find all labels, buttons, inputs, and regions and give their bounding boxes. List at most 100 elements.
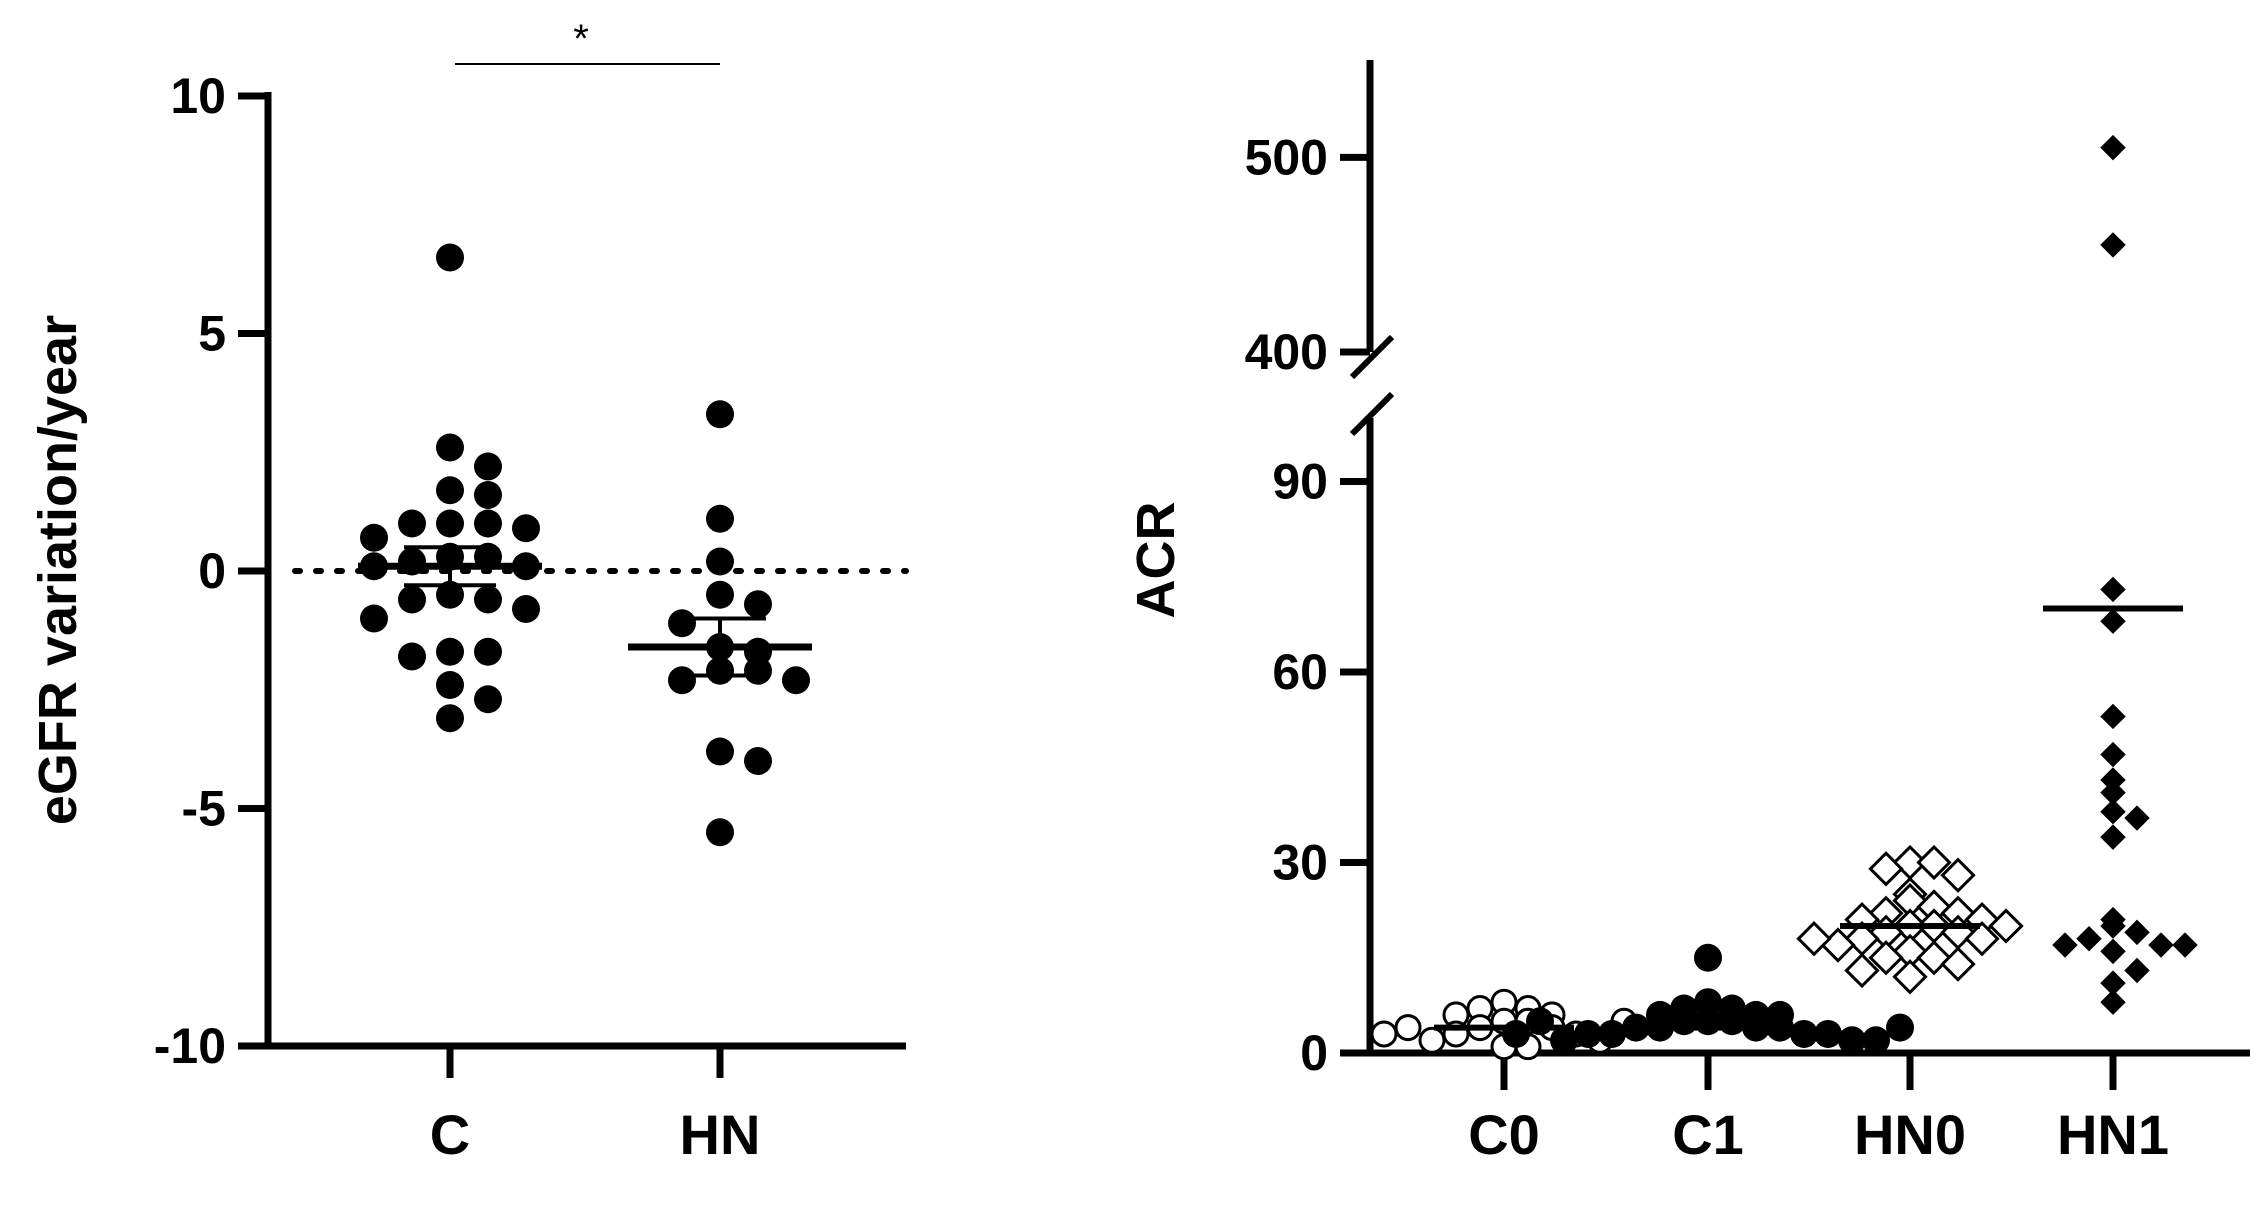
egfr-point [436, 637, 464, 666]
acr-y-tick-label: 90 [1272, 454, 1328, 510]
acr-point [1670, 1007, 1698, 1036]
egfr-point [744, 747, 772, 775]
acr-point [1796, 921, 1832, 957]
egfr-point [436, 243, 464, 272]
acr-y-tick-label: 500 [1245, 129, 1328, 185]
egfr-point [474, 637, 502, 666]
egfr-point [436, 509, 464, 538]
acr-y-tick-label: 400 [1245, 324, 1328, 380]
acr-point [1886, 1013, 1914, 1042]
acr-point [1394, 1014, 1422, 1042]
acr-chart: ACR 0 30 60 90 400 500 C0 C1 HN0 HN1 [1126, 60, 2250, 1166]
acr-point [1574, 1019, 1602, 1048]
acr-point [2100, 576, 2126, 603]
acr-x-tick-label: C1 [1672, 1103, 1744, 1166]
egfr-point [706, 400, 734, 429]
egfr-point [706, 737, 734, 766]
egfr-y-tick-label: -10 [154, 1018, 226, 1074]
acr-x-tick-label: HN1 [2057, 1103, 2169, 1166]
egfr-chart: eGFR variation/year * 10 5 0 -5 -10 C HN [28, 17, 909, 1166]
egfr-point [706, 818, 734, 847]
acr-point [2148, 932, 2174, 958]
acr-point [1766, 1000, 1794, 1029]
acr-point [2124, 919, 2150, 946]
acr-point [1916, 844, 1952, 881]
egfr-point [398, 642, 426, 671]
egfr-point [668, 609, 696, 638]
acr-point [2124, 805, 2150, 831]
acr-y-tick-label: 60 [1272, 644, 1328, 700]
significance-marker: * [573, 17, 589, 61]
egfr-x-tick-label: C [430, 1103, 470, 1166]
acr-axis-break-mark [1349, 334, 1395, 380]
egfr-y-tick-label: 10 [170, 68, 226, 124]
egfr-point [512, 514, 540, 543]
acr-y-tick-label: 0 [1300, 1025, 1328, 1081]
acr-point [1862, 1026, 1890, 1055]
acr-point [1598, 1019, 1626, 1048]
acr-y-tick-label: 30 [1272, 835, 1328, 891]
acr-point [1988, 908, 2024, 944]
acr-point [1868, 940, 1904, 976]
acr-point [1418, 1026, 1446, 1054]
acr-point [1814, 1019, 1842, 1048]
acr-point [1550, 1026, 1578, 1055]
acr-point [2100, 703, 2126, 730]
egfr-point [744, 590, 772, 619]
egfr-point [474, 481, 502, 509]
acr-point [1844, 952, 1880, 989]
egfr-point [436, 476, 464, 505]
acr-point [1940, 857, 1976, 893]
acr-point [1502, 1019, 1530, 1048]
egfr-point [398, 509, 426, 538]
acr-x-tick-label: C0 [1468, 1103, 1540, 1166]
acr-point [2100, 989, 2126, 1015]
acr-x-tick-label: HN0 [1854, 1103, 1966, 1166]
acr-y-axis-label: ACR [1126, 502, 1186, 619]
egfr-point [474, 509, 502, 538]
egfr-point [436, 433, 464, 462]
egfr-y-tick-label: 5 [198, 306, 226, 362]
acr-point [2100, 798, 2126, 825]
acr-point [1790, 1019, 1818, 1048]
acr-point [1694, 1007, 1722, 1036]
egfr-point [474, 585, 502, 614]
egfr-point [706, 580, 734, 609]
acr-point [2124, 957, 2150, 984]
acr-point [1718, 1007, 1746, 1036]
acr-point [1892, 959, 1928, 995]
egfr-point [360, 604, 388, 633]
acr-point [1694, 943, 1722, 972]
acr-point [2100, 608, 2126, 634]
acr-point [2172, 932, 2198, 958]
acr-point [1370, 1020, 1398, 1048]
acr-point [2100, 741, 2126, 768]
egfr-x-tick-label: HN [680, 1103, 761, 1166]
acr-point [2100, 938, 2126, 965]
egfr-point [668, 666, 696, 695]
egfr-point [782, 666, 810, 695]
acr-point [2052, 932, 2078, 958]
acr-point [1526, 1007, 1554, 1036]
egfr-point [706, 504, 734, 533]
acr-point [1622, 1013, 1650, 1042]
acr-point [1868, 851, 1904, 887]
egfr-point [706, 547, 734, 576]
egfr-point [436, 580, 464, 609]
egfr-point [512, 595, 540, 623]
egfr-point [744, 656, 772, 685]
acr-point [1838, 1026, 1866, 1055]
egfr-y-tick-label: -5 [182, 781, 226, 837]
acr-point [1964, 921, 2000, 957]
acr-point [2100, 824, 2126, 850]
acr-point [2076, 925, 2102, 952]
egfr-point [474, 685, 502, 714]
egfr-point [398, 585, 426, 614]
acr-point [2100, 134, 2126, 161]
acr-point [1940, 946, 1976, 982]
egfr-point [474, 452, 502, 481]
egfr-point [436, 671, 464, 699]
acr-point [2100, 232, 2126, 258]
egfr-y-axis-label: eGFR variation/year [28, 315, 88, 825]
